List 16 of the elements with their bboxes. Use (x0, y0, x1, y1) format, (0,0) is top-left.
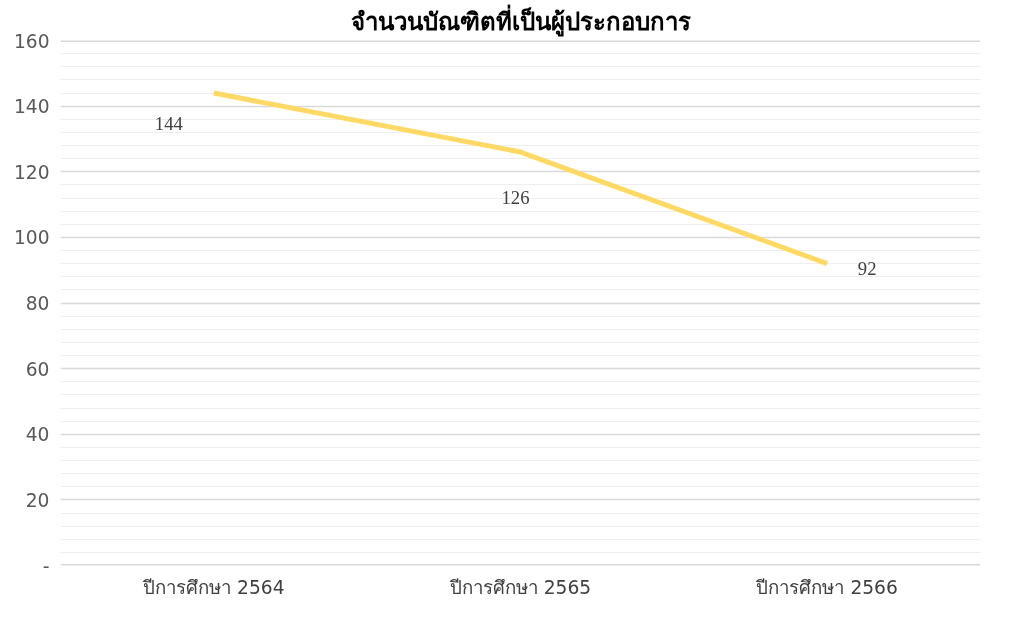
data-label: 144 (154, 112, 184, 134)
x-tick-label: ปีการศึกษา 2565 (448, 576, 592, 598)
y-tick-label: 120 (13, 161, 50, 183)
data-label: 92 (857, 258, 877, 280)
y-tick-label: 20 (25, 489, 50, 511)
y-tick-label: 100 (13, 227, 50, 249)
y-tick-label: 160 (13, 30, 50, 52)
y-tick-label: 80 (25, 293, 50, 314)
y-tick-label: - (42, 555, 50, 577)
y-tick-label: 40 (25, 424, 50, 446)
y-tick-label: 140 (13, 96, 50, 118)
x-tick-label: ปีการศึกษา 2566 (755, 576, 898, 598)
data-label: 126 (501, 186, 530, 208)
y-tick-label: 60 (25, 358, 50, 380)
x-tick-label: ปีการศึกษา 2564 (142, 576, 285, 598)
chart-title: จำนวนบัณฑิตที่เป็นผู้ประกอบการ (350, 3, 691, 37)
